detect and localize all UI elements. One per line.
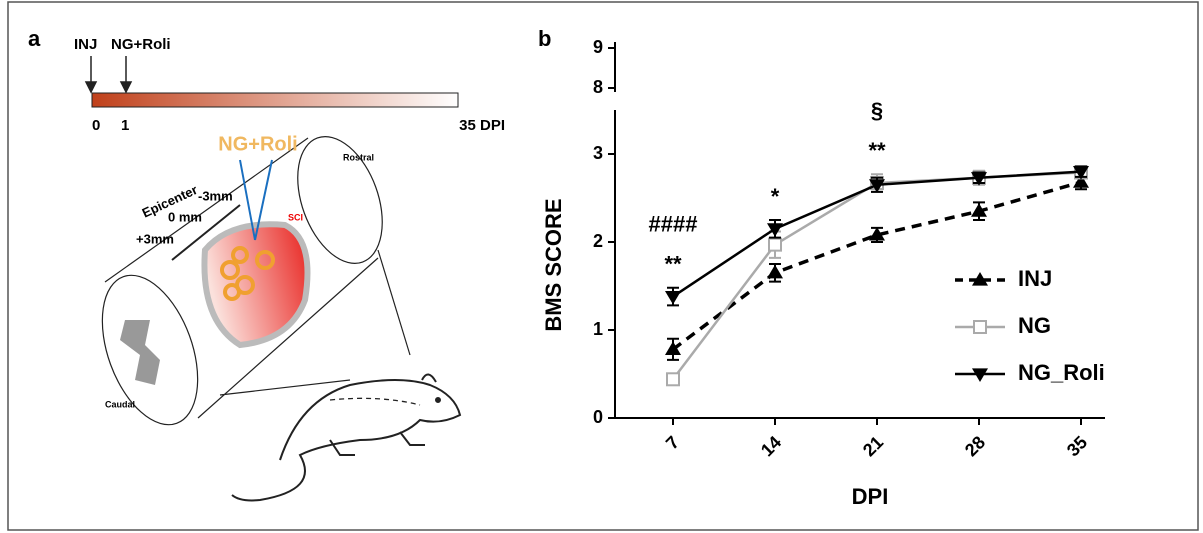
panel-b: b BMS SCORE DPI 0 1 2 3 8 9 7 #### ** 14 * 21 § ** 28 3… [538,26,1105,509]
needle [239,159,273,241]
marker [971,203,987,217]
marker [1073,166,1089,180]
event-label: NG+Roli [111,36,171,53]
label: 0 mm [168,209,202,224]
panel-a: a INJ NG+Roli 0 1 35 DPI NG+Roli Rostral… [28,26,505,502]
cells [220,246,275,301]
timeline-bar [91,92,459,108]
marker [665,290,681,305]
injection-label: NG+Roli [218,133,297,155]
annotation: #### [649,212,698,237]
grey-matter [120,320,160,385]
legend-label: INJ [1018,266,1052,291]
legend-label: NG [1018,313,1051,338]
annotation: ** [664,252,682,277]
y-tick-label: 0 [593,407,603,427]
series-line [671,180,1082,351]
x-tick-label: 7 [662,432,683,453]
legend-label: NG_Roli [1018,360,1105,385]
event-label: INJ [74,36,97,53]
label: Caudal [105,399,135,409]
annotation: * [771,184,780,209]
x-tick-label: 35 [1063,432,1091,460]
label: SCI [288,212,303,222]
y-tick-label: 8 [593,77,603,97]
rat [231,373,462,502]
marker [767,264,783,279]
marker [869,226,885,241]
arrows [84,56,133,94]
timeline-tick: 35 DPI [459,117,505,134]
label: +3mm [136,231,174,246]
scale-bar [171,204,241,261]
y-tick-label: 1 [593,319,603,339]
x-axis-title: DPI [852,484,889,509]
x-tick-label: 21 [859,432,887,460]
annotation: § [871,98,883,123]
timeline-tick: 1 [121,117,129,134]
marker [1073,174,1089,188]
marker [971,172,987,186]
marker [972,368,988,382]
y-tick-label: 3 [593,143,603,163]
x-tick-label: 28 [961,432,989,460]
marker [768,237,782,252]
frame [7,1,1199,531]
panel-label: a [28,26,41,51]
x-tick-label: 14 [757,432,785,460]
label: Rostral [343,152,374,162]
marker [869,179,885,193]
y-axis-title: BMS SCORE [541,198,566,331]
marker [666,372,680,387]
y-tick-label: 2 [593,231,603,251]
marker [972,272,988,286]
annotation: ** [868,138,886,163]
panel-label: b [538,26,551,51]
label: -3mm [198,188,233,203]
timeline-tick: 0 [92,117,100,134]
lesion [201,221,311,349]
marker [973,320,987,334]
marker [767,223,783,237]
y-tick-label: 9 [593,37,603,57]
marker [665,341,681,355]
